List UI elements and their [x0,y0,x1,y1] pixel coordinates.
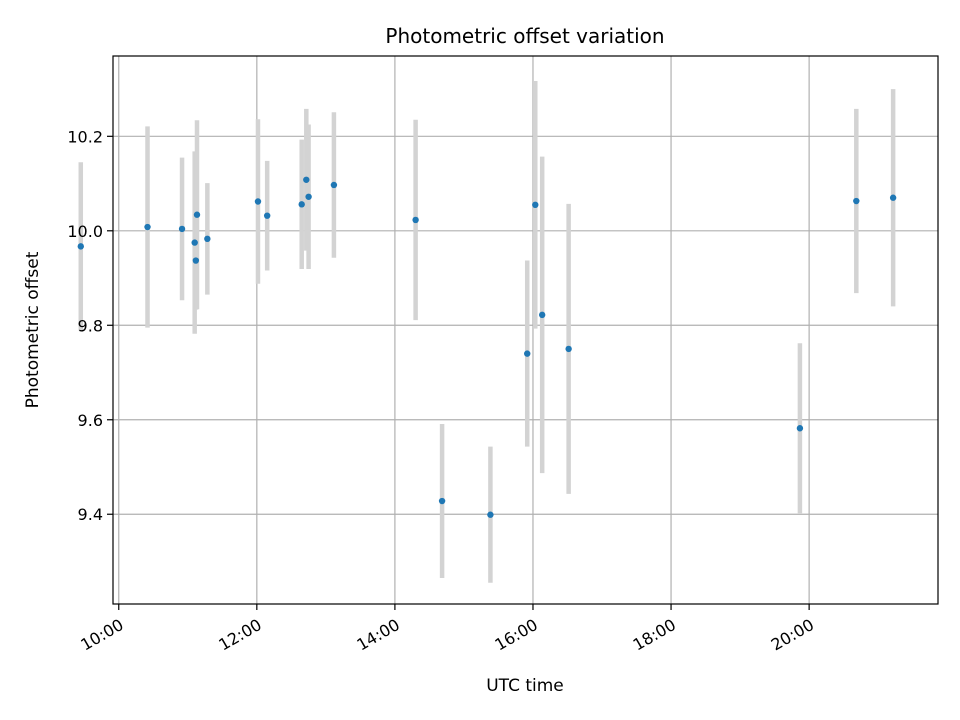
y-axis-ticks: 9.4 9.6 9.8 10.0 10.2 [67,127,113,524]
x-tick-label: 10:00 [77,615,126,655]
y-tick-label: 9.8 [78,316,103,335]
x-axis-ticks: 10:00 12:00 14:00 16:00 18:00 20:00 [77,604,817,655]
data-point [889,194,897,201]
data-point [193,211,201,218]
x-tick-label: 18:00 [630,615,679,655]
x-tick-label: 16:00 [492,615,541,655]
y-tick-label: 9.6 [78,411,103,430]
data-point [524,350,531,357]
data-point [487,511,494,518]
data-point [144,223,151,231]
data-point [204,235,211,243]
x-tick-label: 12:00 [215,615,264,655]
chart-title: Photometric offset variation [385,24,664,48]
y-tick-label: 10.2 [67,127,103,146]
x-tick-label: 14:00 [353,615,402,655]
data-point [303,176,310,183]
data-point [438,497,446,505]
data-point [565,345,572,353]
plot-frame [112,55,939,605]
data-point [412,216,419,224]
data-point [254,198,262,205]
data-point [330,181,338,189]
data-point [305,193,312,200]
data-point [77,243,84,250]
data-point [853,197,860,205]
y-tick-label: 10.0 [67,222,103,241]
error-bars [78,81,896,583]
data-point [532,201,539,209]
x-axis-label: UTC time [486,676,564,696]
y-axis-label: Photometric offset [23,251,43,408]
data-point [263,212,271,219]
data-point [538,311,546,319]
data-point [192,257,200,264]
data-point [298,201,305,208]
x-tick-label: 20:00 [768,615,817,655]
data-points [77,176,897,518]
data-point [191,239,198,246]
data-point [178,225,186,233]
y-tick-label: 9.4 [78,505,103,524]
data-point [796,425,804,432]
